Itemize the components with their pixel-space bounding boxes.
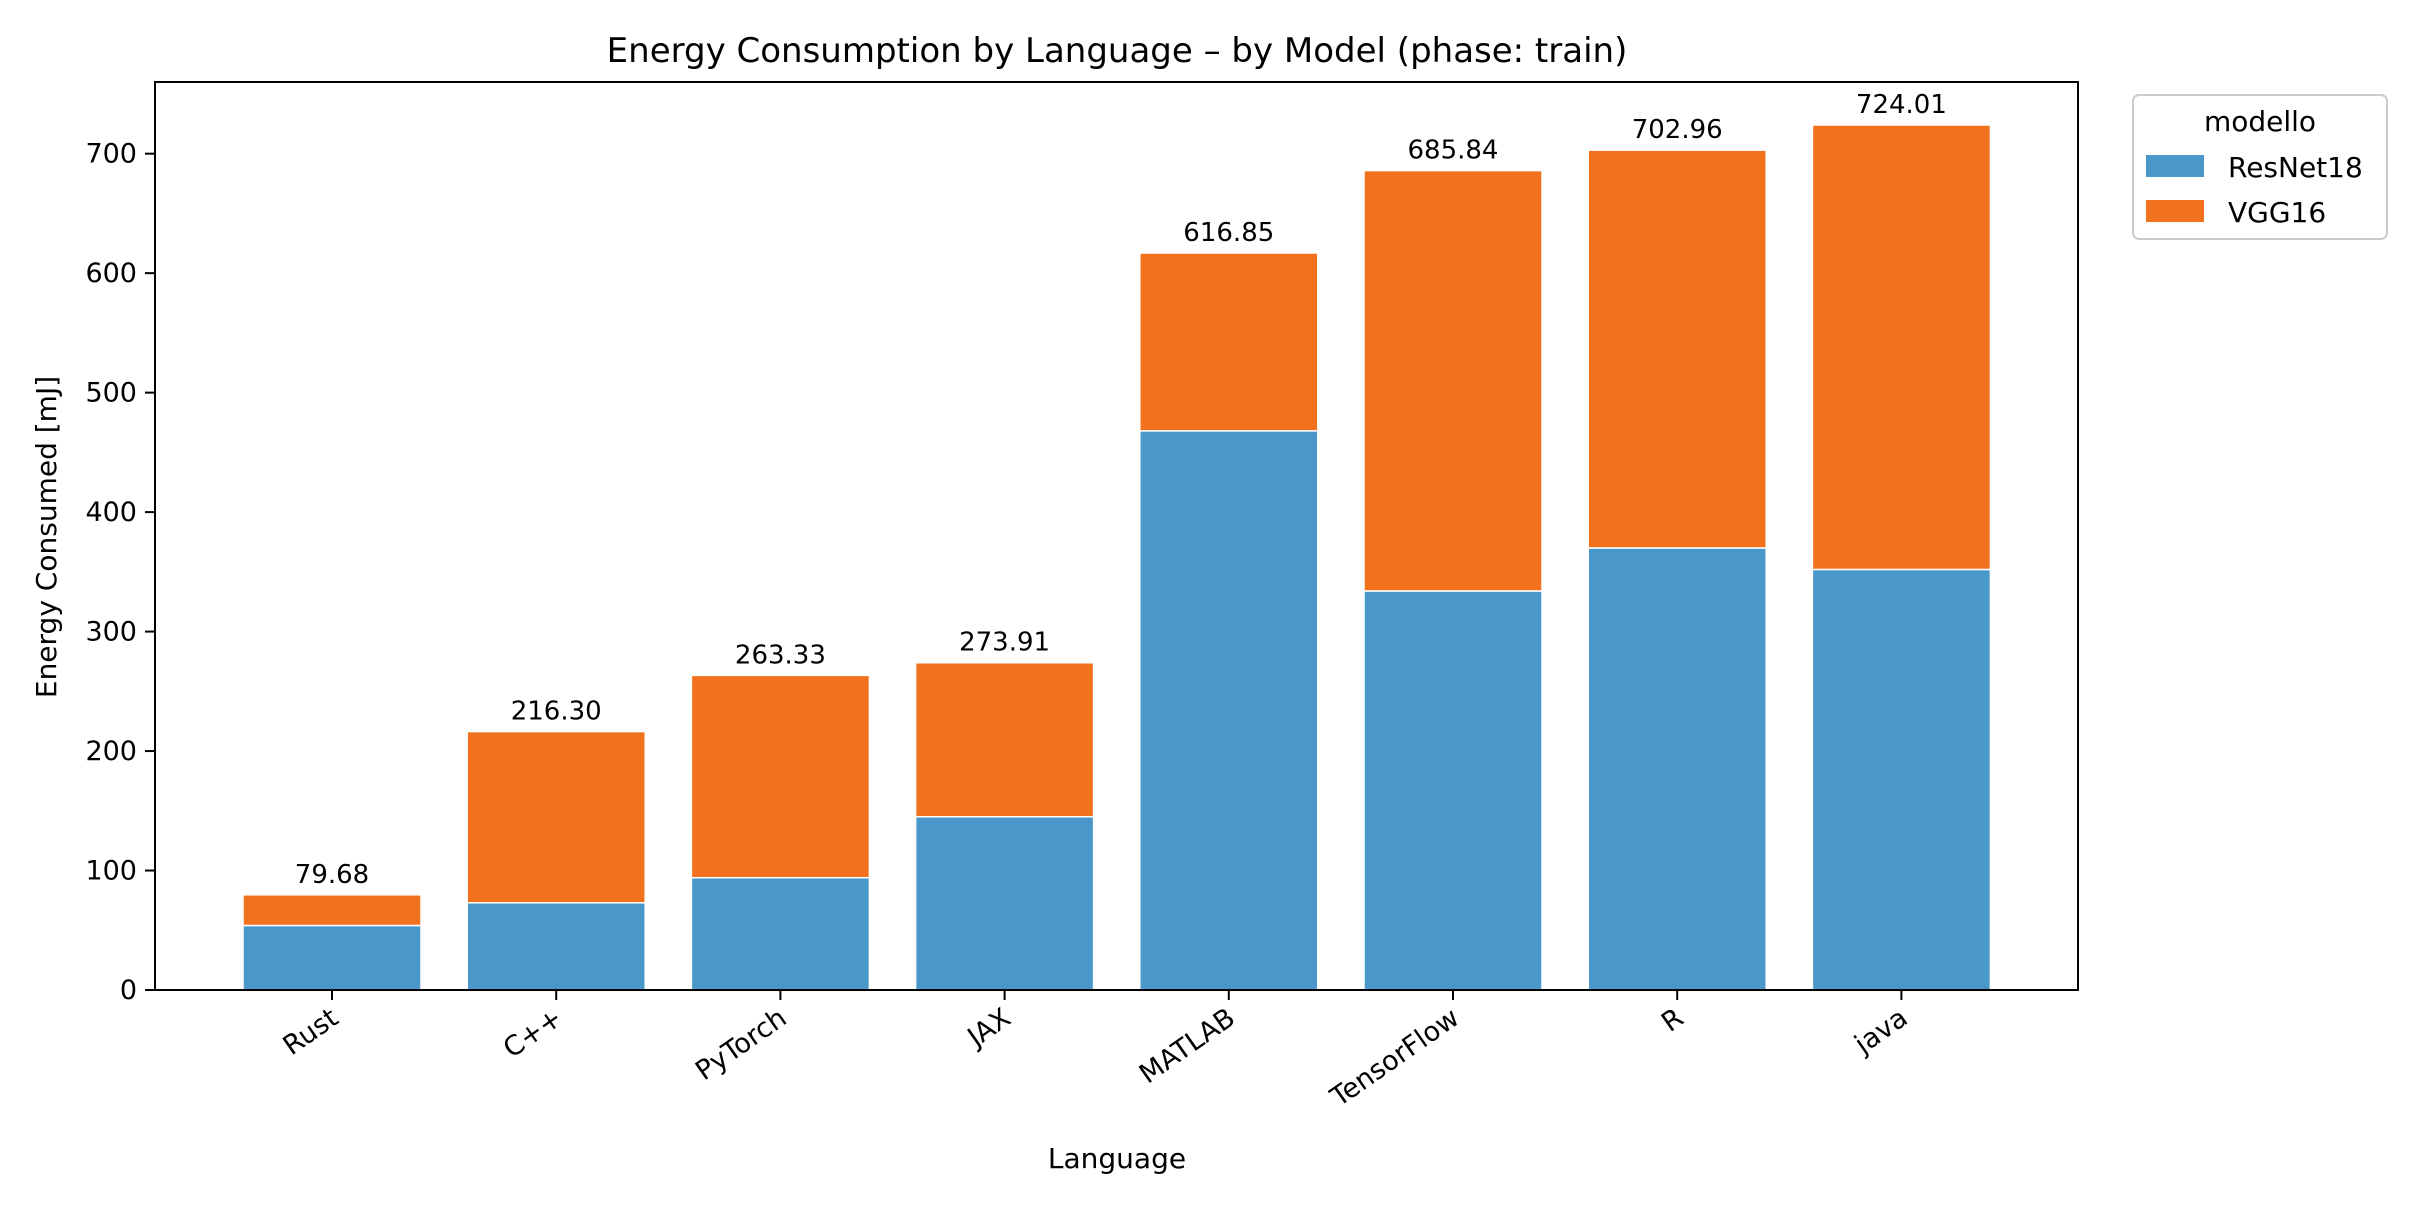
total-label: 273.91 (959, 628, 1050, 658)
legend-label-resnet18: ResNet18 (2228, 151, 2363, 184)
bar-resnet18-matlab (1139, 430, 1319, 991)
y-tick-label: 100 (85, 856, 137, 887)
bar-vgg16-matlab (1139, 252, 1319, 432)
bar-resnet18-r (1587, 547, 1767, 991)
y-axis-label: Energy Consumed [mJ] (30, 376, 63, 698)
total-label: 79.68 (295, 860, 369, 890)
bar-resnet18-rust (242, 924, 422, 991)
y-tick-label: 500 (85, 378, 137, 409)
y-tick-label: 200 (85, 736, 137, 767)
y-tick-label: 700 (85, 139, 137, 170)
bar-resnet18-jax (914, 816, 1095, 991)
bars-group: 79.68 216.30 263.33 273.91 616.85 685.84 702.9… (242, 90, 1992, 991)
bar-resnet18-java (1811, 568, 1992, 991)
bar-vgg16-tensorflow (1363, 169, 1543, 592)
legend-swatch-resnet18 (2146, 155, 2204, 177)
legend-title: modello (2204, 105, 2316, 138)
y-tick-label: 600 (85, 258, 137, 289)
total-label: 616.85 (1183, 218, 1274, 248)
total-label: 216.30 (511, 697, 602, 727)
bar-vgg16-c (466, 730, 646, 904)
bar-vgg16-java (1811, 124, 1992, 571)
y-tick-label: 300 (85, 617, 137, 648)
total-label: 702.96 (1632, 115, 1723, 145)
bar-resnet18-pytorch (690, 876, 871, 991)
bar-vgg16-rust (242, 894, 422, 927)
total-label: 724.01 (1856, 90, 1947, 120)
bar-resnet18-tensorflow (1363, 590, 1543, 991)
legend: modello ResNet18 VGG16 (2132, 94, 2388, 240)
total-label: 685.84 (1408, 136, 1499, 166)
bar-resnet18-c (466, 902, 646, 991)
x-axis-label: Language (1048, 1142, 1186, 1175)
total-label: 263.33 (735, 640, 826, 670)
legend-label-vgg16: VGG16 (2228, 196, 2326, 229)
bar-vgg16-pytorch (690, 674, 871, 879)
legend-swatch-vgg16 (2146, 200, 2204, 222)
y-tick-label: 0 (120, 975, 137, 1006)
bar-vgg16-r (1587, 149, 1767, 549)
bar-vgg16-jax (914, 661, 1095, 818)
y-tick-label: 400 (85, 497, 137, 528)
plot-frame (154, 81, 2079, 991)
chart-title: Energy Consumption by Language – by Mode… (607, 31, 1628, 71)
